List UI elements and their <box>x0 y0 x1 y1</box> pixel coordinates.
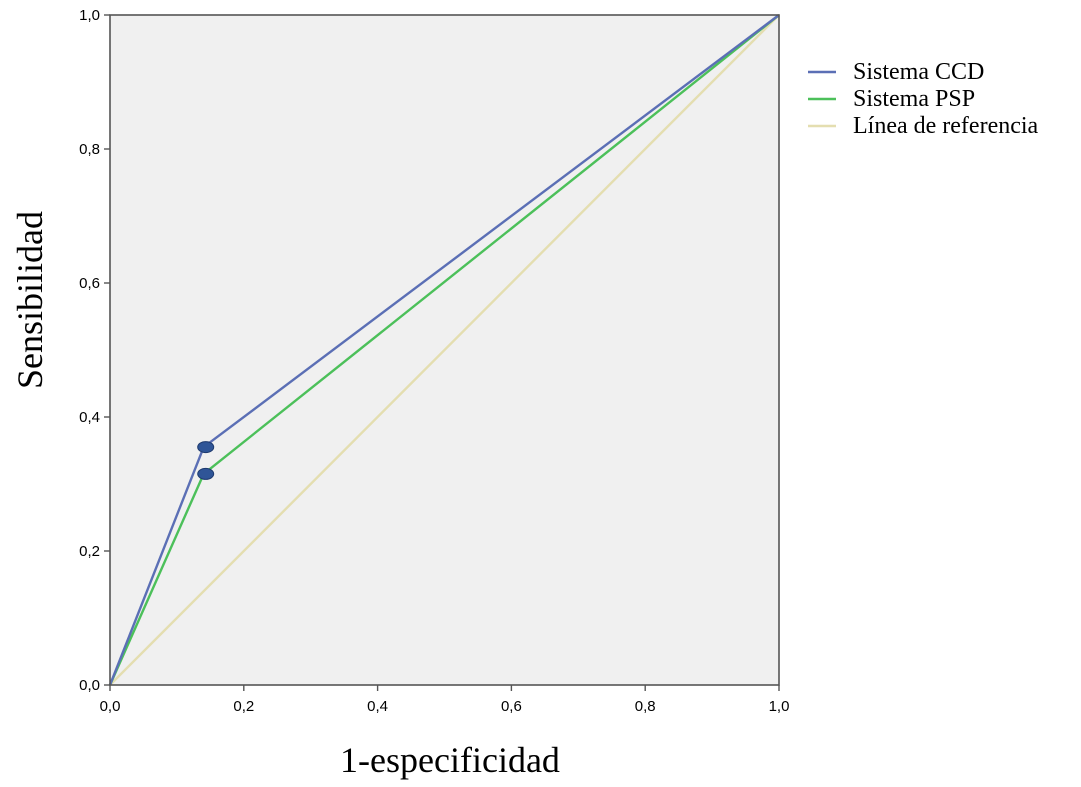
x-axis: 0,0 0,2 0,4 0,6 0,8 1,0 <box>100 685 790 715</box>
cutoff-marker-1 <box>197 467 215 480</box>
plot-frame <box>109 14 780 686</box>
x-tick-label: 1,0 <box>769 698 790 715</box>
y-tick-label: 0,2 <box>79 543 100 560</box>
x-axis-title: 1-especificidad <box>340 740 560 780</box>
legend-label-0: Sistema CCD <box>853 59 984 85</box>
y-tick-label: 0,0 <box>79 677 100 694</box>
y-tick-label: 1,0 <box>79 7 100 24</box>
x-tick-label: 0,6 <box>501 698 522 715</box>
series-line-2 <box>109 14 780 686</box>
y-tick-label: 0,6 <box>79 275 100 292</box>
x-tick-label: 0,2 <box>233 698 254 715</box>
x-tick-label: 0,0 <box>100 698 121 715</box>
legend-label-1: Sistema PSP <box>853 86 975 112</box>
marker-layer <box>197 441 215 480</box>
y-axis: 0,0 0,2 0,4 0,6 0,8 1,0 <box>79 7 110 694</box>
y-tick-label: 0,4 <box>79 409 100 426</box>
cutoff-marker-0 <box>197 441 215 454</box>
y-axis-title: Sensibilidad <box>10 211 50 389</box>
x-tick-label: 0,4 <box>367 698 388 715</box>
legend-label-2: Línea de referencia <box>853 113 1039 139</box>
x-tick-label: 0,8 <box>635 698 656 715</box>
y-tick-label: 0,8 <box>79 141 100 158</box>
